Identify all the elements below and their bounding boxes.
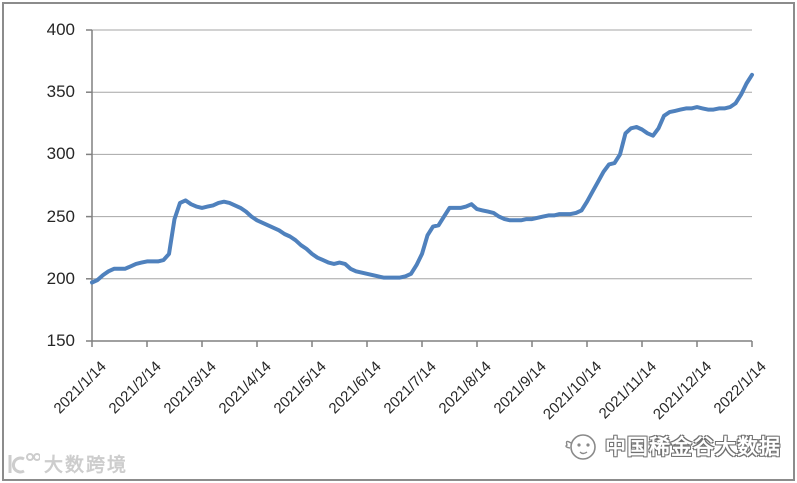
mascot-logo-icon xyxy=(563,429,599,463)
y-axis-label: 250 xyxy=(46,206,75,226)
watermark-bottom-right: 中国稀金谷大数据 xyxy=(563,429,781,463)
watermark-right-text: 中国稀金谷大数据 xyxy=(605,436,781,459)
watermark-left-text: 大数跨境 xyxy=(44,455,129,476)
watermark-bottom-left: 大数跨境 xyxy=(6,450,128,477)
y-axis-label: 300 xyxy=(46,144,75,164)
y-axis-label: 200 xyxy=(46,268,75,288)
price-series-line xyxy=(90,72,754,285)
dsj-logo-icon xyxy=(6,451,40,477)
y-axis-label: 350 xyxy=(46,82,75,102)
y-axis-label: 150 xyxy=(46,331,75,350)
y-axis-label: 400 xyxy=(46,20,75,39)
